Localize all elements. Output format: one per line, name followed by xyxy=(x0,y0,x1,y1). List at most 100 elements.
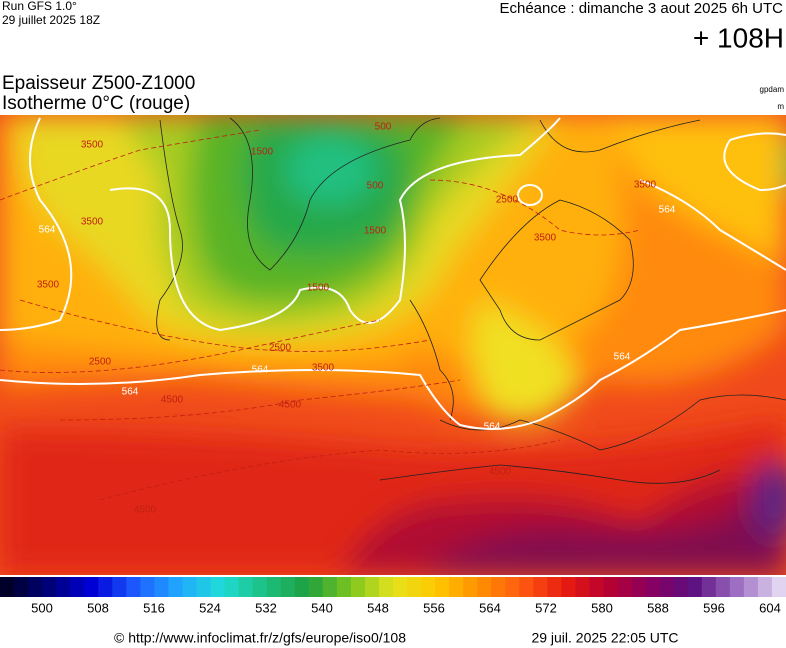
map-subtitle: Isotherme 0°C (rouge) xyxy=(2,93,190,114)
colorbar-swatch xyxy=(252,577,268,597)
run-date: 29 juillet 2025 18Z xyxy=(2,13,100,27)
contour-label: 3500 xyxy=(534,233,557,244)
colorbar-label: 596 xyxy=(703,600,725,615)
colorbar-swatch xyxy=(477,577,492,597)
colorbar-label: 564 xyxy=(479,600,501,615)
contour-label: 564 xyxy=(252,365,269,376)
colorbar-swatch xyxy=(771,577,786,597)
colorbar-swatch xyxy=(196,577,212,597)
colorbar-swatch xyxy=(70,577,85,597)
contour-label: 3500 xyxy=(634,180,657,191)
colorbar-swatch xyxy=(603,577,619,597)
lead-time: + 108H xyxy=(693,22,784,53)
contour-label: 500 xyxy=(375,122,392,133)
colorbar-label: 500 xyxy=(31,600,53,615)
colorbar-label: 572 xyxy=(535,600,557,615)
colorbar-swatch xyxy=(224,577,240,597)
contour-label: 564 xyxy=(614,352,631,363)
colorbar-swatch xyxy=(715,577,731,597)
colorbar-swatch xyxy=(589,577,605,597)
colorbar-swatch xyxy=(56,577,71,597)
colorbar-swatch xyxy=(154,577,169,597)
colorbar-swatch xyxy=(519,577,534,597)
colorbar-swatch xyxy=(364,577,380,597)
contour-label: 2500 xyxy=(89,357,112,368)
colorbar-swatch xyxy=(729,577,745,597)
contour-label: 564 xyxy=(122,387,139,398)
colorbar-swatch xyxy=(210,577,226,597)
colorbar-swatch xyxy=(435,577,450,597)
contour-label: 3500 xyxy=(81,140,104,151)
contour-label: 564 xyxy=(39,225,56,236)
contour-label: 4500 xyxy=(489,467,512,478)
contour-label: 1500 xyxy=(307,283,330,294)
colorbar-swatch xyxy=(547,577,562,597)
contour-label: 3500 xyxy=(312,363,335,374)
map-area xyxy=(0,115,786,575)
colorbar-label: 580 xyxy=(591,600,613,615)
unit-label: m xyxy=(777,102,784,111)
colorbar-swatch xyxy=(322,577,338,597)
contour-label: 564 xyxy=(659,205,676,216)
colorbar-swatch xyxy=(0,577,15,597)
isoline-564 xyxy=(0,117,786,430)
colorbar-swatch xyxy=(701,577,717,597)
colorbar-swatch xyxy=(463,577,478,597)
contour-labels: 564 564 564 564 564 564 3500 3500 3500 2500 1500 50… xyxy=(37,122,676,516)
colorbar-swatch xyxy=(266,577,282,597)
colorbar-swatch xyxy=(645,577,661,597)
contour-label: 1500 xyxy=(364,226,387,237)
colorbar-swatch xyxy=(687,577,703,597)
colorbar-swatch xyxy=(350,577,366,597)
colorbar-label: 524 xyxy=(199,600,221,615)
colorbar-swatch xyxy=(14,577,29,597)
contour-label: 500 xyxy=(367,181,384,192)
colorbar-swatch xyxy=(407,577,422,597)
colorbar-label: 548 xyxy=(367,600,389,615)
coastlines xyxy=(156,117,786,484)
contour-label: 4500 xyxy=(161,395,184,406)
colorbar-label: 540 xyxy=(311,600,333,615)
map-title: Epaisseur Z500-Z1000 xyxy=(2,73,195,94)
colorbar-swatch xyxy=(421,577,436,597)
footer-url: © http://www.infoclimat.fr/z/gfs/europe/… xyxy=(114,630,406,646)
colorbar-swatch xyxy=(308,577,324,597)
contour-label: 2500 xyxy=(269,343,292,354)
contour-label: 2500 xyxy=(496,195,519,206)
colorbar-label: 516 xyxy=(143,600,165,615)
footer-date: 29 juil. 2025 22:05 UTC xyxy=(531,630,678,646)
colorbar-label: 508 xyxy=(87,600,109,615)
valid-time: Echéance : dimanche 3 aout 2025 6h UTC xyxy=(499,0,783,17)
colorbar-label: 588 xyxy=(647,600,669,615)
colorbar-swatch xyxy=(757,577,773,597)
colorbar-swatch xyxy=(491,577,506,597)
colorbar-swatch xyxy=(182,577,197,597)
colorbar-swatch xyxy=(393,577,408,597)
isotherme-0 xyxy=(0,129,641,501)
colorbar-label: 604 xyxy=(759,600,781,615)
colorbar-swatch xyxy=(126,577,141,597)
colorbar-swatch xyxy=(561,577,576,597)
colorbar-swatch xyxy=(743,577,759,597)
colorbar-swatch xyxy=(631,577,647,597)
unit-label: gpdam xyxy=(760,85,785,94)
colorbar-swatch xyxy=(84,577,99,597)
colorbar-swatch xyxy=(505,577,520,597)
colorbar-swatch xyxy=(28,577,43,597)
colorbar-swatch xyxy=(140,577,155,597)
colorbar-swatch xyxy=(294,577,310,597)
colorbar-swatch xyxy=(168,577,183,597)
colorbar-swatch xyxy=(617,577,633,597)
colorbar-label: 532 xyxy=(255,600,277,615)
colorbar-swatch xyxy=(673,577,689,597)
colorbar-swatch xyxy=(378,577,394,597)
contour-label: 3500 xyxy=(81,217,104,228)
colorbar-label: 556 xyxy=(423,600,445,615)
colorbar-swatch xyxy=(98,577,113,597)
run-label: Run GFS 1.0° xyxy=(2,0,77,13)
colorbar-swatch xyxy=(575,577,590,597)
contour-label: 4500 xyxy=(279,400,302,411)
colorbar-swatch xyxy=(280,577,296,597)
